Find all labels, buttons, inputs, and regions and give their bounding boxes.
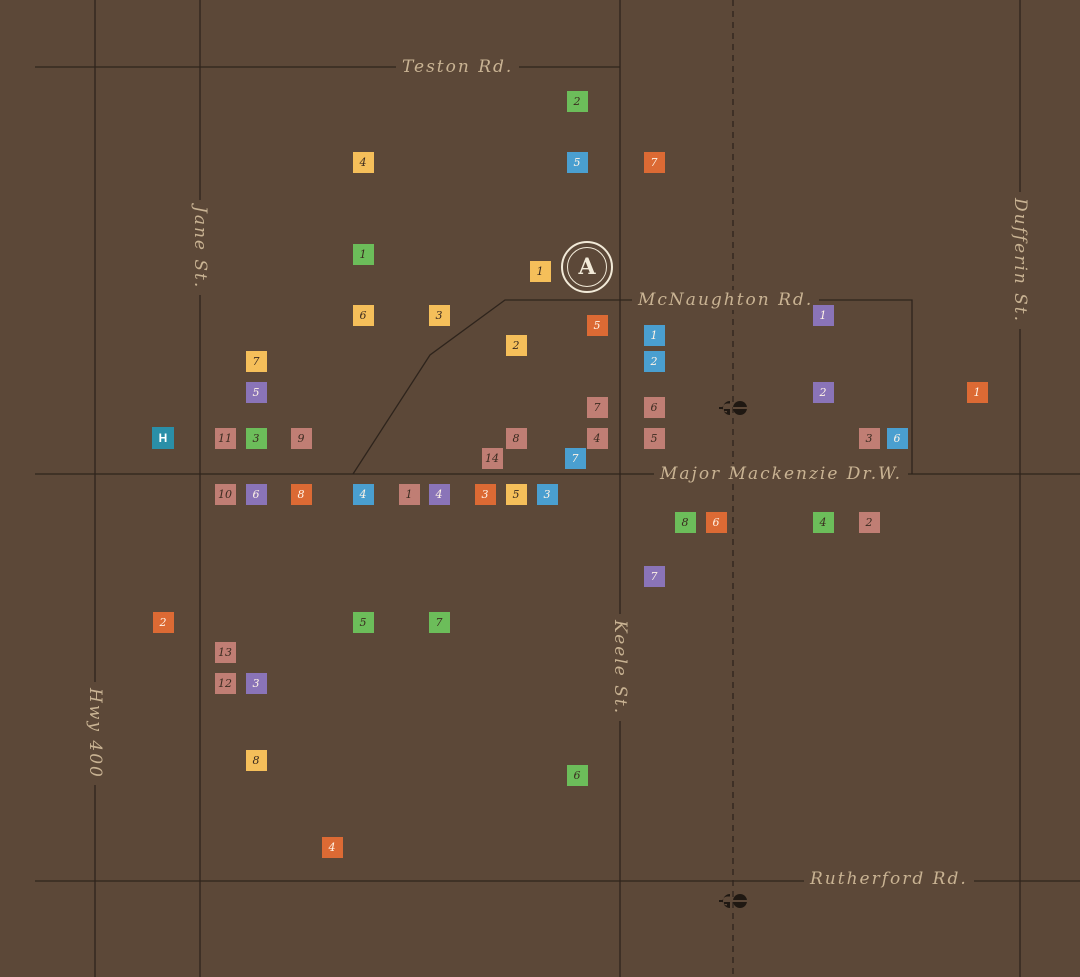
poi-marker-pink[interactable]: 2 — [858, 511, 880, 533]
poi-marker-yellow[interactable]: 2 — [505, 334, 527, 356]
poi-marker-purple[interactable]: 7 — [643, 565, 665, 587]
poi-marker-purple[interactable]: 4 — [428, 483, 450, 505]
poi-marker-green[interactable]: 8 — [674, 511, 696, 533]
teston-road-label: Teston Rd. — [396, 57, 520, 77]
poi-marker-blue[interactable]: 3 — [536, 483, 558, 505]
poi-marker-blue[interactable]: 1 — [643, 324, 665, 346]
poi-marker-blue[interactable]: 5 — [566, 151, 588, 173]
poi-marker-pink[interactable]: 10 — [214, 483, 236, 505]
poi-marker-orange[interactable]: 8 — [290, 483, 312, 505]
dufferin-street-label: Dufferin St. — [1010, 192, 1030, 330]
site-a-label: A — [567, 247, 607, 287]
poi-marker-yellow[interactable]: 7 — [245, 350, 267, 372]
poi-marker-orange[interactable]: 7 — [643, 151, 665, 173]
poi-marker-pink[interactable]: 5 — [643, 427, 665, 449]
poi-marker-pink[interactable]: 13 — [214, 641, 236, 663]
poi-marker-orange[interactable]: 4 — [321, 836, 343, 858]
go-transit-icon — [719, 401, 747, 415]
poi-marker-green[interactable]: 5 — [352, 611, 374, 633]
poi-marker-yellow[interactable]: 8 — [245, 749, 267, 771]
poi-marker-blue[interactable]: 4 — [352, 483, 374, 505]
poi-marker-yellow[interactable]: 5 — [505, 483, 527, 505]
poi-marker-yellow[interactable]: 1 — [529, 260, 551, 282]
poi-marker-orange[interactable]: 1 — [966, 381, 988, 403]
major-mackenzie-road-label: Major Mackenzie Dr.W. — [654, 464, 909, 484]
poi-marker-orange[interactable]: 2 — [152, 611, 174, 633]
poi-marker-blue[interactable]: 6 — [886, 427, 908, 449]
poi-marker-green[interactable]: 7 — [428, 611, 450, 633]
poi-marker-purple[interactable]: 2 — [812, 381, 834, 403]
poi-marker-pink[interactable]: 1 — [398, 483, 420, 505]
site-a-marker[interactable]: A — [561, 241, 613, 293]
poi-marker-yellow[interactable]: 3 — [428, 304, 450, 326]
poi-marker-yellow[interactable]: 4 — [352, 151, 374, 173]
poi-marker-pink[interactable]: 14 — [481, 447, 503, 469]
hospital-icon[interactable]: H — [152, 427, 174, 449]
poi-marker-orange[interactable]: 3 — [474, 483, 496, 505]
poi-marker-pink[interactable]: 11 — [214, 427, 236, 449]
jane-street-label: Jane St. — [190, 200, 210, 296]
poi-marker-pink[interactable]: 3 — [858, 427, 880, 449]
poi-marker-pink[interactable]: 8 — [505, 427, 527, 449]
poi-marker-purple[interactable]: 3 — [245, 672, 267, 694]
poi-marker-purple[interactable]: 6 — [245, 483, 267, 505]
poi-marker-pink[interactable]: 7 — [586, 396, 608, 418]
poi-marker-green[interactable]: 3 — [245, 427, 267, 449]
hwy400-label: Hwy 400 — [85, 682, 105, 785]
keele-street-label: Keele St. — [610, 614, 630, 722]
poi-marker-yellow[interactable]: 6 — [352, 304, 374, 326]
poi-marker-green[interactable]: 6 — [566, 764, 588, 786]
poi-marker-green[interactable]: 4 — [812, 511, 834, 533]
poi-marker-green[interactable]: 1 — [352, 243, 374, 265]
mcnaughton-road-line — [352, 299, 913, 475]
poi-marker-blue[interactable]: 2 — [643, 350, 665, 372]
poi-marker-pink[interactable]: 9 — [290, 427, 312, 449]
poi-marker-green[interactable]: 2 — [566, 90, 588, 112]
poi-marker-orange[interactable]: 5 — [586, 314, 608, 336]
poi-marker-pink[interactable]: 12 — [214, 672, 236, 694]
poi-marker-blue[interactable]: 7 — [564, 447, 586, 469]
poi-marker-purple[interactable]: 5 — [245, 381, 267, 403]
poi-marker-pink[interactable]: 6 — [643, 396, 665, 418]
poi-marker-pink[interactable]: 4 — [586, 427, 608, 449]
rutherford-road-label: Rutherford Rd. — [804, 869, 974, 889]
go-transit-icon — [719, 894, 747, 908]
mcnaughton-road-label: McNaughton Rd. — [632, 290, 820, 310]
poi-marker-purple[interactable]: 1 — [812, 304, 834, 326]
poi-marker-orange[interactable]: 6 — [705, 511, 727, 533]
